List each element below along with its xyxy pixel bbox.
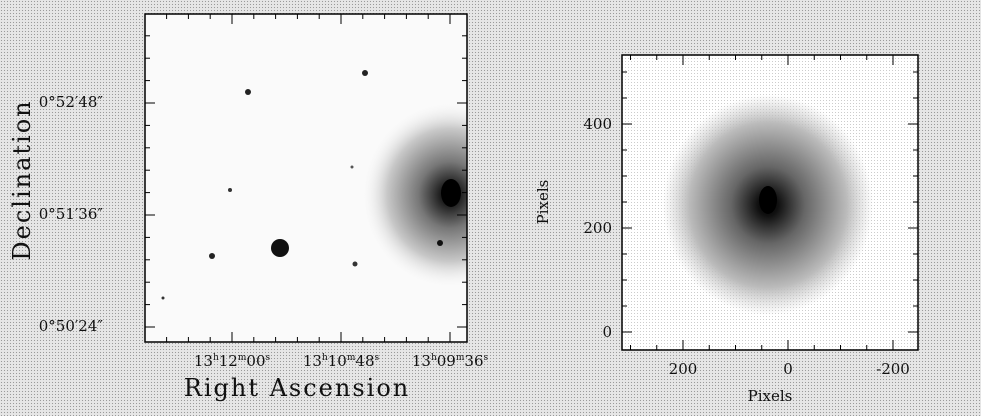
ticks: [622, 55, 918, 350]
x-tick-label: 0: [783, 360, 793, 378]
tick-number: 48: [355, 352, 374, 370]
left-panel: 0°52′48″ 0°51′36″ 0°50′24″ 13h12m00s 13h…: [8, 13, 489, 402]
y-tick-label: 0°52′48″: [39, 93, 104, 111]
tick-number: 00: [246, 352, 265, 370]
tick-number: 13: [303, 352, 322, 370]
x-tick-label: 200: [669, 360, 698, 378]
ticks: [145, 14, 467, 342]
x-tick-label: -200: [876, 360, 910, 378]
right-panel: 400 200 0 200 0 -200 Pixels Pixels: [534, 54, 919, 405]
y-tick-label: 400: [583, 115, 612, 133]
y-axis-label: Declination: [8, 99, 36, 260]
sky-image: [161, 70, 467, 300]
frame: [144, 13, 468, 343]
unit-superscript: m: [347, 353, 356, 363]
unit-superscript: h: [431, 353, 437, 363]
y-axis-label: Pixels: [534, 180, 552, 225]
unit-superscript: h: [322, 353, 328, 363]
x-tick-label: 13h10m48s: [303, 352, 380, 370]
unit-superscript: s: [484, 353, 489, 363]
tick-number: 13: [412, 352, 431, 370]
y-tick-label: 200: [583, 219, 612, 237]
unit-superscript: s: [266, 353, 271, 363]
y-tick-label: 0: [602, 323, 612, 341]
sky-image: [663, 95, 873, 315]
x-tick-label: 13h09m36s: [412, 352, 489, 370]
x-tick-label: 13h12m00s: [194, 352, 271, 370]
unit-superscript: s: [375, 353, 380, 363]
unit-superscript: h: [213, 353, 219, 363]
y-tick-label: 0°50′24″: [39, 317, 104, 335]
unit-superscript: m: [456, 353, 465, 363]
tick-number: 12: [219, 352, 238, 370]
tick-number: 13: [194, 352, 213, 370]
unit-superscript: m: [238, 353, 247, 363]
tick-number: 36: [464, 352, 483, 370]
tick-number: 09: [437, 352, 456, 370]
y-tick-label: 0°51′36″: [39, 205, 104, 223]
x-axis-label: Pixels: [748, 387, 793, 405]
tick-number: 10: [328, 352, 347, 370]
x-axis-label: Right Ascension: [184, 374, 411, 402]
